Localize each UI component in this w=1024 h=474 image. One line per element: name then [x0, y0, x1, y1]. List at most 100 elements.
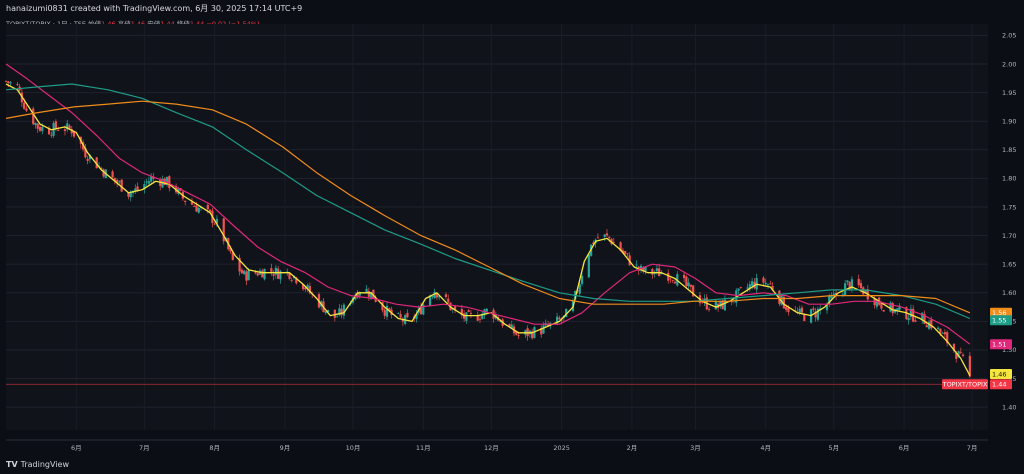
- candle: [510, 320, 513, 330]
- candle: [739, 286, 742, 289]
- candle: [25, 105, 28, 113]
- candle: [769, 280, 772, 285]
- candle: [653, 270, 656, 278]
- candle: [612, 237, 615, 244]
- candle: [748, 280, 751, 292]
- candle: [626, 253, 629, 258]
- grid-lines: [6, 24, 988, 430]
- candle: [120, 179, 123, 192]
- candle: [365, 284, 368, 294]
- candle: [193, 204, 196, 207]
- candle: [565, 308, 568, 318]
- candle: [306, 283, 309, 293]
- x-tick-label: 12月: [484, 444, 499, 452]
- candle: [673, 278, 677, 284]
- candle: [603, 234, 606, 242]
- candle: [4, 80, 8, 83]
- candle: [952, 343, 956, 353]
- candle: [683, 271, 686, 283]
- candle: [150, 173, 153, 186]
- candle: [238, 254, 241, 276]
- x-tick-label: 11月: [416, 444, 431, 452]
- candle: [578, 280, 581, 296]
- x-tick-label: 2月: [627, 444, 638, 452]
- candle: [882, 309, 885, 312]
- candle: [134, 184, 137, 195]
- candle: [324, 311, 327, 316]
- price-tag-value: 1.46: [992, 370, 1006, 378]
- candle: [476, 311, 479, 322]
- candle: [707, 306, 711, 312]
- candle: [102, 168, 105, 178]
- y-tick-label: 1.40: [1002, 403, 1016, 411]
- candle: [7, 80, 10, 88]
- candle: [272, 270, 275, 281]
- y-tick-label: 1.75: [1002, 203, 1016, 211]
- x-tick-label: 6月: [899, 444, 910, 452]
- candle: [118, 180, 121, 185]
- x-tick-label: 9月: [280, 444, 291, 452]
- tradingview-logo: TV: [6, 460, 18, 469]
- candle: [240, 267, 243, 274]
- candle: [184, 200, 187, 206]
- price-tag: 1.46: [990, 368, 1012, 379]
- candle: [70, 125, 73, 137]
- moving-average-line: [5, 83, 971, 377]
- candle: [478, 315, 482, 323]
- candle: [846, 280, 849, 286]
- plot-area: [6, 24, 988, 430]
- candle: [558, 315, 561, 321]
- candle: [812, 306, 815, 313]
- candle: [531, 328, 534, 340]
- x-tick-label: 3月: [690, 444, 701, 452]
- candle: [274, 265, 277, 279]
- candle: [891, 301, 894, 317]
- candle: [222, 217, 225, 245]
- candle: [16, 82, 19, 86]
- candle: [469, 309, 473, 318]
- candle: [213, 222, 216, 225]
- candle: [909, 304, 912, 321]
- candle: [356, 289, 359, 299]
- tradingview-footer: TV TradingView: [6, 460, 69, 469]
- candle: [290, 277, 293, 283]
- candle: [147, 176, 150, 187]
- candle: [762, 276, 765, 287]
- candle: [914, 317, 917, 323]
- candle: [32, 106, 35, 126]
- price-axis[interactable]: 2.05 2.00 1.95 1.90 1.85 1.80 1.75 1.70 1.65 1.60…: [1002, 32, 1016, 412]
- x-tick-label: 4月: [760, 444, 771, 452]
- y-tick-label: 1.65: [1002, 260, 1016, 268]
- time-axis[interactable]: 6月 7月 8月 9月 10月 11月 12月 2025 2月 3月 4月 5月 6月 7月: [6, 439, 988, 452]
- candle: [165, 176, 169, 187]
- candle: [605, 229, 609, 238]
- x-tick-label: 7月: [139, 444, 150, 452]
- candle: [862, 286, 865, 295]
- candle: [814, 307, 817, 322]
- candle: [961, 352, 965, 358]
- moving-average-line: [5, 100, 971, 314]
- candle: [467, 309, 470, 313]
- moving-averages: [5, 63, 971, 377]
- candle: [685, 275, 688, 289]
- candle: [968, 351, 971, 378]
- y-tick-label: 2.05: [1002, 32, 1016, 40]
- candle: [197, 206, 200, 214]
- candle: [596, 233, 600, 239]
- candle: [34, 122, 37, 129]
- candle: [946, 330, 949, 347]
- x-tick-label: 5月: [828, 444, 839, 452]
- candle: [381, 301, 384, 313]
- price-tag-value: 1.55: [992, 317, 1006, 325]
- candle: [782, 295, 785, 309]
- candle: [841, 292, 844, 298]
- candle: [555, 312, 559, 326]
- candle: [830, 292, 833, 301]
- candle: [943, 329, 947, 338]
- y-tick-label: 1.60: [1002, 289, 1016, 297]
- tradingview-brand: TradingView: [20, 460, 69, 469]
- candle: [959, 347, 962, 355]
- candle: [143, 180, 146, 194]
- candle: [689, 284, 693, 291]
